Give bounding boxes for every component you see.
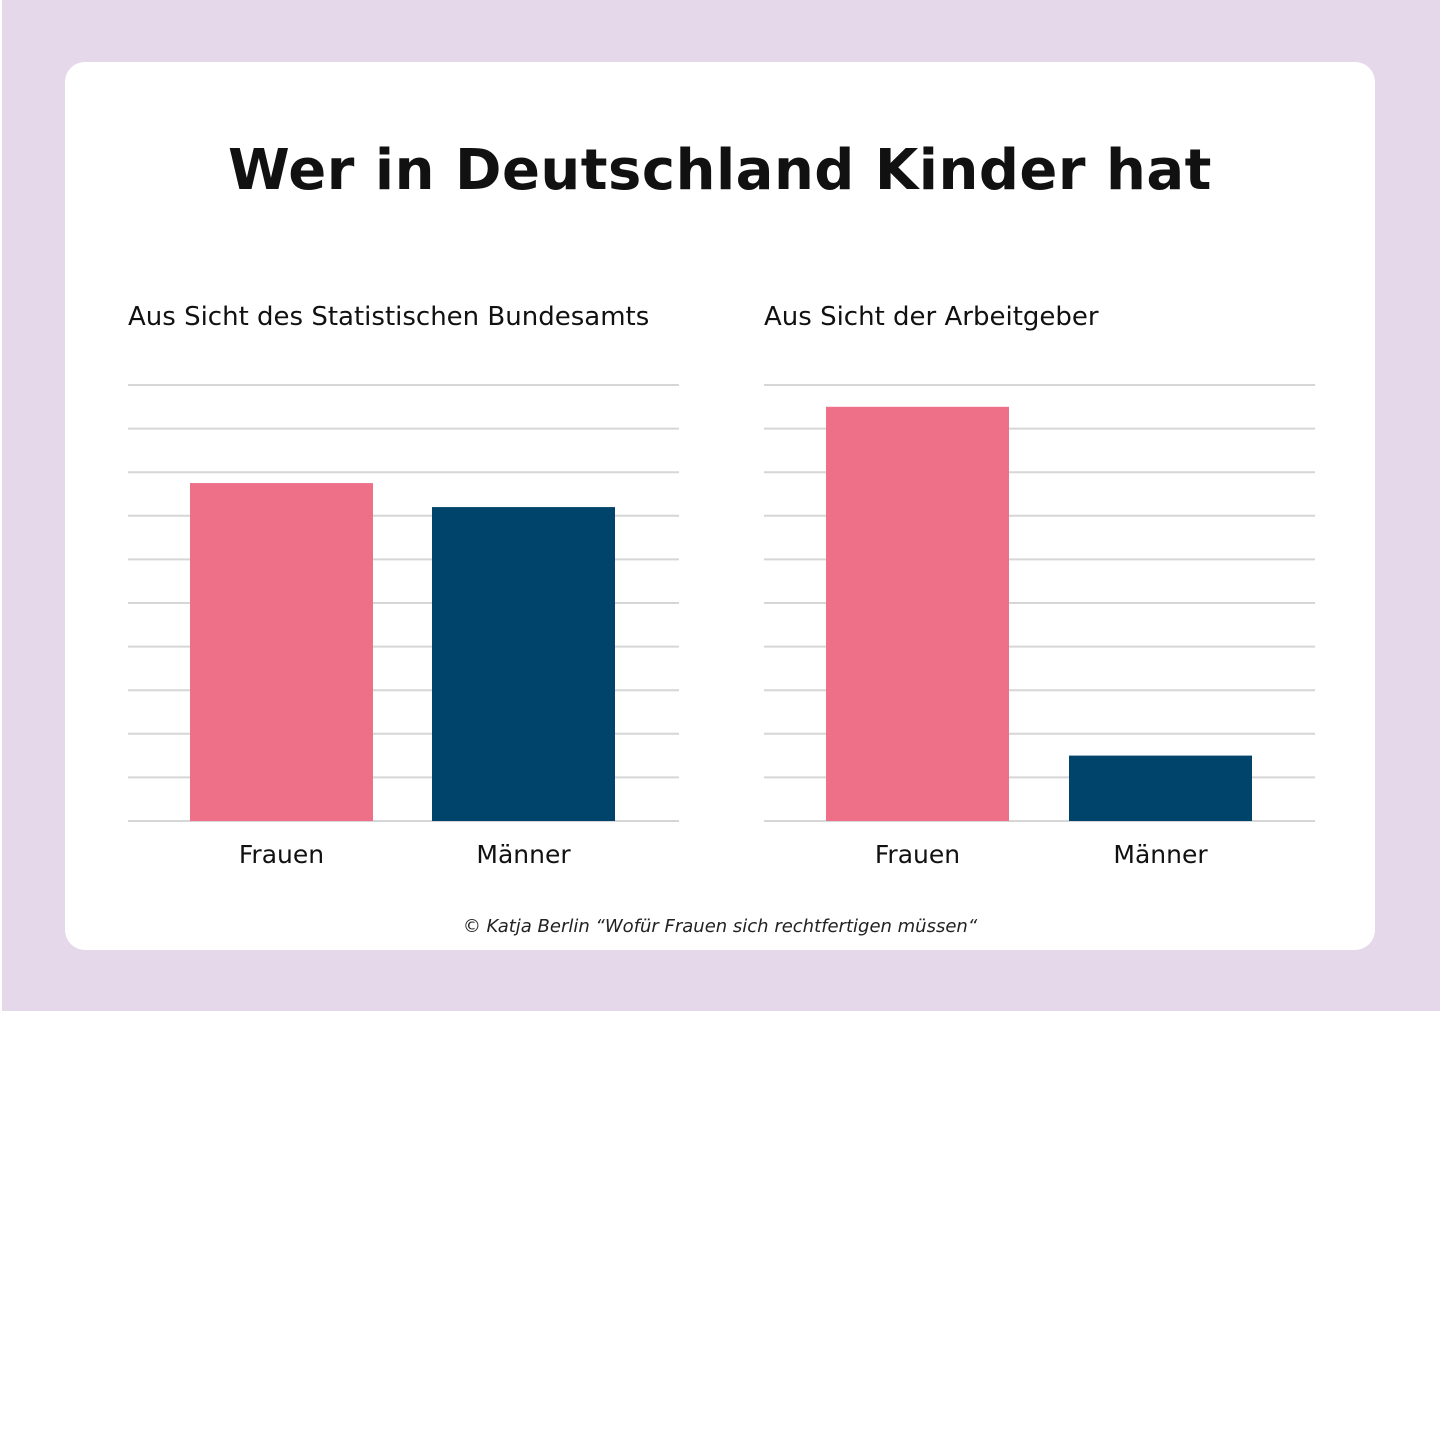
left-chart-title: Aus Sicht des Statistischen Bundesamts [128, 302, 650, 332]
right-chart-title: Aus Sicht der Arbeitgeber [764, 302, 1099, 332]
bar-männer [1069, 755, 1252, 821]
category-label: Frauen [875, 840, 960, 869]
bar-männer [432, 507, 615, 821]
bar-frauen [190, 483, 373, 821]
category-label: Frauen [239, 840, 324, 869]
chart-title: Wer in Deutschland Kinder hat [228, 138, 1212, 203]
category-label: Männer [476, 840, 571, 869]
category-label: Männer [1113, 840, 1208, 869]
bar-frauen [826, 406, 1009, 821]
source-credit: © Katja Berlin “Wofür Frauen sich rechtf… [462, 916, 978, 937]
